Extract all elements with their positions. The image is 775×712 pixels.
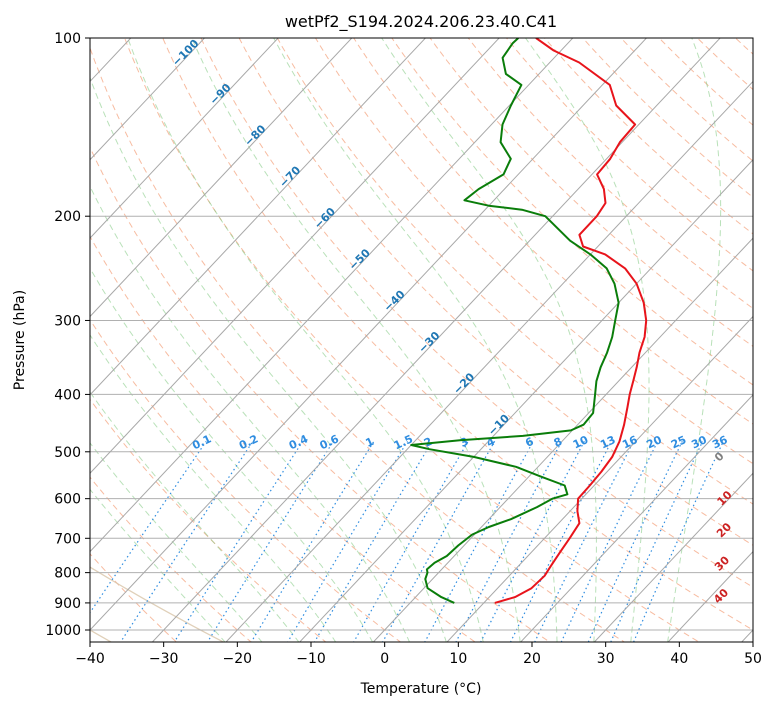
y-axis-label: Pressure (hPa): [12, 290, 28, 390]
y-tick-label: 500: [54, 445, 81, 461]
x-tick-label: 30: [597, 651, 615, 667]
x-tick-label: 10: [449, 651, 467, 667]
x-tick-label: −10: [296, 651, 326, 667]
y-tick-label: 900: [54, 596, 81, 612]
x-tick-label: −20: [223, 651, 253, 667]
y-tick-label: 600: [54, 492, 81, 508]
y-tick-label: 700: [54, 531, 81, 547]
x-tick-label: −40: [75, 651, 105, 667]
y-tick-label: 400: [54, 387, 81, 403]
x-tick-label: 0: [380, 651, 389, 667]
y-tick-label: 100: [54, 31, 81, 47]
x-tick-label: 20: [523, 651, 541, 667]
x-axis-label: Temperature (°C): [360, 681, 482, 697]
chart-title: wetPf2_S194.2024.206.23.40.C41: [285, 12, 557, 32]
y-tick-label: 200: [54, 209, 81, 225]
y-tick-label: 300: [54, 313, 81, 329]
y-tick-label: 800: [54, 566, 81, 582]
y-tick-label: 1000: [45, 623, 81, 639]
x-tick-label: 50: [744, 651, 762, 667]
x-tick-label: −30: [149, 651, 179, 667]
x-tick-label: 40: [670, 651, 688, 667]
